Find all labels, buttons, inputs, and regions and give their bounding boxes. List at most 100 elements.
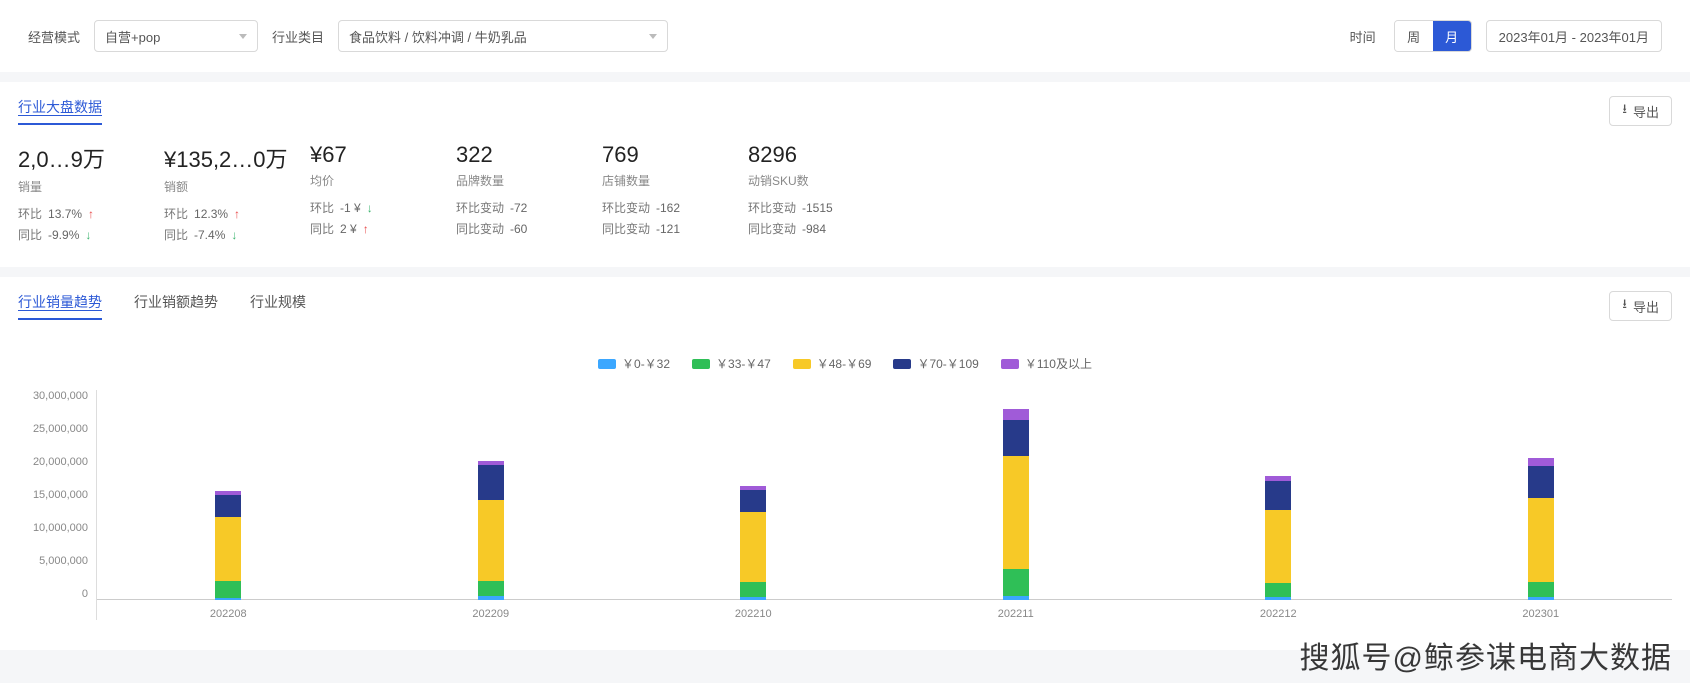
bar-segment <box>740 582 766 597</box>
legend-item[interactable]: ￥70-￥109 <box>893 355 978 372</box>
bar-segment <box>215 581 241 598</box>
metric-card: 769 店铺数量 环比变动 -162 同比变动 -121 <box>602 142 748 247</box>
bar-segment <box>215 517 241 581</box>
export-button[interactable]: ⭳ 导出 <box>1609 96 1672 126</box>
bar-stack[interactable] <box>478 461 504 600</box>
change-value: -162 <box>656 201 680 215</box>
legend-label: ￥0-￥32 <box>622 355 670 372</box>
bars-container <box>97 390 1672 600</box>
change-key: 同比变动 <box>456 220 504 237</box>
bar-segment <box>1528 597 1554 600</box>
metric-change: 同比变动 -60 <box>456 220 584 237</box>
category-value: 食品饮料 / 饮料冲调 / 牛奶乳品 <box>349 27 527 46</box>
legend-label: ￥48-￥69 <box>817 355 872 372</box>
tab-overview[interactable]: 行业大盘数据 <box>18 97 102 125</box>
arrow-down-icon: ↓ <box>85 228 91 242</box>
arrow-up-icon: ↑ <box>88 207 94 221</box>
x-tick: 202209 <box>467 608 515 620</box>
metric-value: 8296 <box>748 142 876 168</box>
bar-stack[interactable] <box>740 486 766 600</box>
y-tick: 5,000,000 <box>39 555 88 567</box>
export-button[interactable]: ⭳ 导出 <box>1609 291 1672 321</box>
seg-week[interactable]: 周 <box>1395 21 1433 51</box>
change-key: 同比变动 <box>602 220 650 237</box>
bar-segment <box>478 500 504 581</box>
change-value: -121 <box>656 222 680 236</box>
arrow-down-icon: ↓ <box>367 201 373 215</box>
legend-item[interactable]: ￥0-￥32 <box>598 355 670 372</box>
metric-change: 同比 2 ¥ ↑ <box>310 220 438 237</box>
bar-segment <box>478 581 504 596</box>
arrow-up-icon: ↑ <box>234 207 240 221</box>
bar-column <box>729 486 777 600</box>
bar-column <box>467 461 515 600</box>
change-value: -1515 <box>802 201 833 215</box>
download-icon: ⭳ <box>1622 295 1627 317</box>
metric-change: 环比 13.7% ↑ <box>18 205 146 222</box>
category-label: 行业类目 <box>272 27 324 46</box>
metric-card: ¥67 均价 环比 -1 ¥ ↓ 同比 2 ¥ ↑ <box>310 142 456 247</box>
change-key: 环比 <box>164 205 188 222</box>
bar-segment <box>1003 420 1029 456</box>
chart-wrap: ￥0-￥32 ￥33-￥47 ￥48-￥69 ￥70-￥109 ￥110及以上 … <box>0 331 1690 650</box>
trend-section: 行业销量趋势 行业销额趋势 行业规模 ⭳ 导出 ￥0-￥32 ￥33-￥47 ￥48… <box>0 277 1690 650</box>
y-tick: 30,000,000 <box>33 390 88 402</box>
seg-month[interactable]: 月 <box>1433 21 1471 51</box>
change-value: 13.7% <box>48 207 82 221</box>
date-range-picker[interactable]: 2023年01月 - 2023年01月 <box>1486 20 1662 52</box>
bar-segment <box>1265 583 1291 597</box>
x-tick: 202208 <box>204 608 252 620</box>
arrow-up-icon: ↑ <box>363 222 369 236</box>
change-key: 环比 <box>18 205 42 222</box>
trend-tab[interactable]: 行业规模 <box>250 292 306 320</box>
metric-change: 同比变动 -984 <box>748 220 876 237</box>
change-key: 环比变动 <box>748 199 796 216</box>
export-label: 导出 <box>1633 297 1659 316</box>
trend-tabs: 行业销量趋势 行业销额趋势 行业规模 <box>18 292 306 320</box>
metric-change: 环比变动 -162 <box>602 199 730 216</box>
arrow-down-icon: ↓ <box>231 228 237 242</box>
bar-stack[interactable] <box>1265 476 1291 600</box>
chart: 30,000,00025,000,00020,000,00015,000,000… <box>18 390 1672 620</box>
bar-stack[interactable] <box>1528 458 1554 600</box>
time-granularity-toggle: 周 月 <box>1394 20 1472 52</box>
bar-stack[interactable] <box>1003 409 1029 600</box>
metric-change: 同比 -9.9% ↓ <box>18 226 146 243</box>
category-select[interactable]: 食品饮料 / 饮料冲调 / 牛奶乳品 <box>338 20 668 52</box>
bar-stack[interactable] <box>215 491 241 600</box>
y-axis: 30,000,00025,000,00020,000,00015,000,000… <box>18 390 96 620</box>
export-label: 导出 <box>1633 102 1659 121</box>
bar-segment <box>1003 569 1029 596</box>
metric-value: 2,0…9万 <box>18 142 146 174</box>
bar-column <box>204 491 252 600</box>
trend-tab[interactable]: 行业销量趋势 <box>18 292 102 320</box>
legend-item[interactable]: ￥48-￥69 <box>793 355 872 372</box>
bar-segment <box>215 495 241 517</box>
plot-area: 202208202209202210202211202212202301 <box>96 390 1672 620</box>
bar-segment <box>1528 582 1554 597</box>
metric-label: 品牌数量 <box>456 172 584 189</box>
change-value: -72 <box>510 201 527 215</box>
legend-swatch <box>893 359 911 369</box>
legend-swatch <box>1001 359 1019 369</box>
legend-item[interactable]: ￥33-￥47 <box>692 355 771 372</box>
chart-legend: ￥0-￥32 ￥33-￥47 ￥48-￥69 ￥70-￥109 ￥110及以上 <box>18 355 1672 372</box>
trend-tab[interactable]: 行业销额趋势 <box>134 292 218 320</box>
bar-segment <box>1528 498 1554 582</box>
metric-label: 均价 <box>310 172 438 189</box>
x-tick: 202210 <box>729 608 777 620</box>
metric-label: 动销SKU数 <box>748 172 876 189</box>
mode-label: 经营模式 <box>28 27 80 46</box>
y-tick: 25,000,000 <box>33 423 88 435</box>
mode-select[interactable]: 自营+pop <box>94 20 258 52</box>
chevron-down-icon <box>239 34 247 39</box>
bar-segment <box>215 598 241 600</box>
bar-segment <box>1265 510 1291 583</box>
overview-tabs: 行业大盘数据 <box>18 97 102 125</box>
metric-label: 店铺数量 <box>602 172 730 189</box>
x-tick: 202212 <box>1254 608 1302 620</box>
date-range-value: 2023年01月 - 2023年01月 <box>1499 27 1649 46</box>
legend-item[interactable]: ￥110及以上 <box>1001 355 1092 372</box>
metric-change: 环比 12.3% ↑ <box>164 205 292 222</box>
bar-column <box>1254 476 1302 600</box>
